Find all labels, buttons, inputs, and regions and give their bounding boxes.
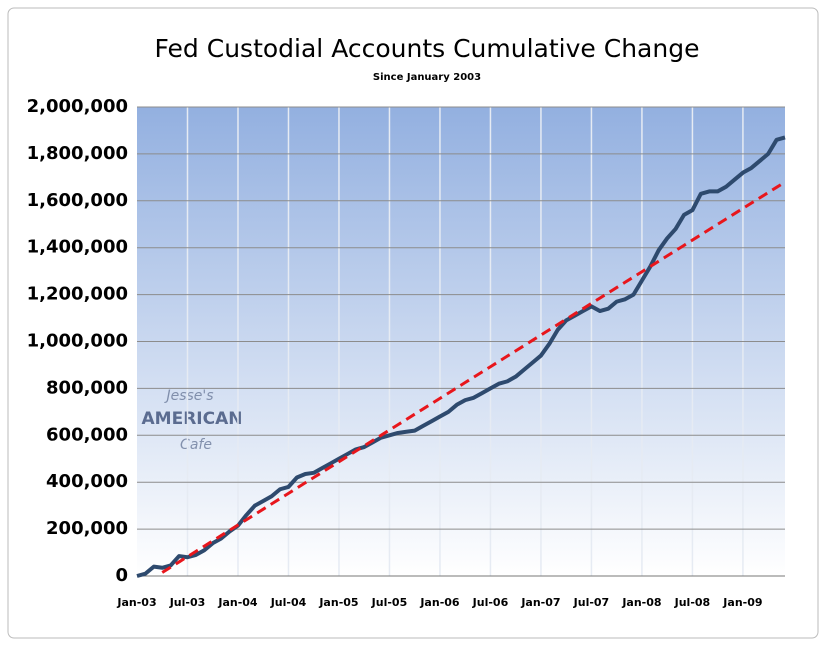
x-tick-label: Jan-03 (116, 596, 156, 609)
x-tick-label: Jan-05 (318, 596, 358, 609)
y-tick-label: 2,000,000 (27, 96, 128, 117)
x-tick-label: Jan-04 (217, 596, 258, 609)
y-tick-label: 0 (115, 565, 128, 586)
x-tick-label: Jul-08 (674, 596, 711, 609)
y-tick-label: 1,600,000 (27, 190, 128, 211)
x-tick-label: Jul-04 (270, 596, 307, 609)
x-tick-label: Jul-07 (573, 596, 610, 609)
x-tick-label: Jan-07 (520, 596, 560, 609)
data-line (136, 135, 786, 578)
y-tick-label: 800,000 (46, 377, 128, 398)
y-tick-label: 200,000 (46, 518, 128, 539)
x-tick-label: Jan-06 (419, 596, 460, 609)
x-tick-label: Jul-05 (371, 596, 408, 609)
y-tick-label: 1,200,000 (27, 284, 128, 305)
chart-subtitle: Since January 2003 (373, 72, 481, 83)
x-tick-label: Jan-09 (722, 596, 762, 609)
y-tick-label: 1,400,000 (27, 237, 128, 258)
trend-line (161, 180, 786, 574)
x-tick-label: Jul-03 (169, 596, 206, 609)
watermark-text: Cafe (180, 437, 212, 453)
watermark-text: AMERICAN (142, 409, 243, 429)
y-tick-label: 600,000 (46, 424, 128, 445)
chart-title: Fed Custodial Accounts Cumulative Change (155, 34, 700, 63)
y-tick-label: 400,000 (46, 471, 128, 492)
watermark-text: Jesse's (163, 388, 213, 404)
x-tick-label: Jan-08 (621, 596, 661, 609)
y-tick-label: 1,000,000 (27, 331, 128, 352)
x-tick-label: Jul-06 (472, 596, 509, 609)
y-tick-label: 1,800,000 (27, 143, 128, 164)
